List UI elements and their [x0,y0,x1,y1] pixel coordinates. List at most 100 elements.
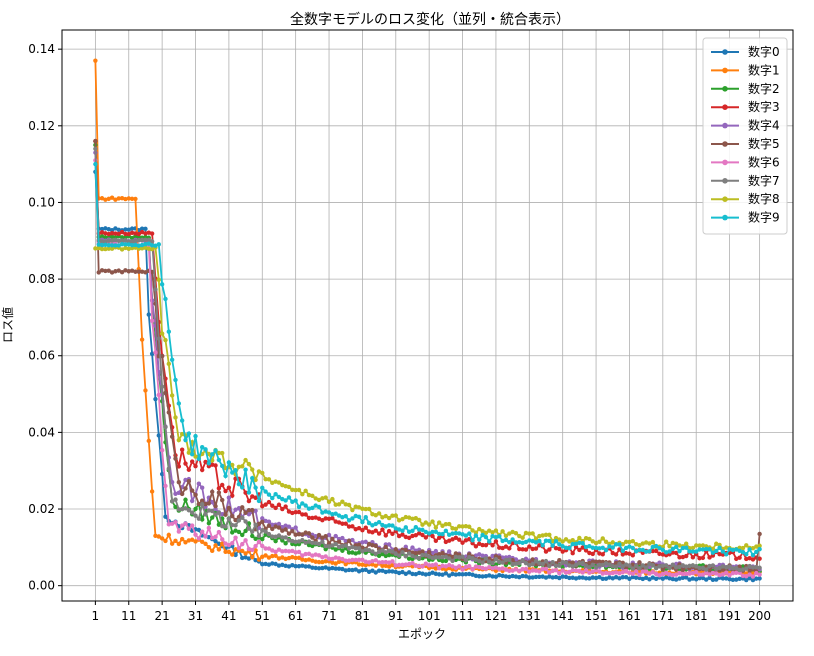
data-point [99,239,105,244]
series-0 [93,169,762,583]
data-point [280,535,285,540]
data-point [714,541,719,546]
data-point [173,504,178,510]
data-point [613,552,619,557]
chart-title: 全数字モデルのロス変化（並列・統合表示） [290,11,570,28]
data-point [453,535,459,541]
data-point [293,555,298,561]
data-point [750,546,756,551]
legend-label: 数字4 [748,118,780,133]
data-point [673,544,679,550]
data-point [423,535,429,540]
data-point [667,572,672,577]
data-point [657,560,662,565]
data-point [483,530,489,536]
data-point [350,516,355,521]
data-point [153,396,158,402]
data-point [447,549,452,554]
data-point [650,539,656,545]
data-point [406,551,412,556]
data-point [386,528,392,534]
data-point [363,567,368,573]
data-point [363,515,368,520]
data-point [523,556,529,561]
data-point [673,565,679,570]
data-point [350,544,355,550]
data-point [717,565,722,571]
data-point [346,524,352,529]
data-point [704,577,709,582]
data-point [366,569,372,575]
data-point [633,541,639,547]
data-point [143,237,148,243]
data-point [280,549,285,554]
data-point [750,574,756,579]
data-point [657,551,662,557]
data-point [487,573,492,578]
data-point [370,523,375,528]
data-point [420,552,425,558]
data-point [300,532,305,537]
data-point [340,499,345,504]
data-point [660,547,666,552]
data-point [600,562,605,568]
data-point [93,161,98,167]
data-point [260,554,265,560]
data-point [490,533,495,539]
data-point [510,540,515,546]
data-point [747,572,752,577]
data-point [216,529,222,535]
data-point [119,241,125,247]
data-point [380,548,385,553]
data-point [560,574,565,579]
data-point [103,235,108,240]
data-point [520,547,525,552]
data-point [210,489,215,494]
data-point [747,547,752,552]
data-point [256,469,262,474]
data-point [663,575,669,580]
data-point [266,562,272,567]
data-point [336,556,342,561]
data-point [313,552,318,557]
data-point [673,577,679,582]
data-point [643,549,649,554]
data-point [316,532,322,538]
data-point [266,555,272,560]
data-point [320,539,325,545]
data-point [223,473,228,479]
data-point [587,565,592,570]
data-point [570,560,575,565]
data-point [196,536,202,541]
data-point [744,543,749,548]
data-point [233,468,238,473]
data-point [199,485,205,490]
data-point [123,231,128,237]
data-point [106,238,111,243]
data-point [740,545,746,551]
data-point [460,540,465,545]
data-point [240,485,245,490]
data-point [603,576,609,581]
data-point [156,336,161,341]
data-point [96,242,101,247]
data-point [697,565,702,571]
data-point [603,548,609,553]
data-point [697,547,702,552]
legend-item: 数字8 [711,191,780,206]
data-point [517,561,522,566]
data-point [507,546,512,551]
data-point [330,565,335,571]
data-point [119,269,125,275]
data-point [306,492,312,498]
data-point [143,388,148,393]
data-point [109,238,115,243]
data-point [300,537,305,543]
data-point [223,512,228,517]
data-point [243,490,248,495]
data-point [520,557,525,563]
data-point [677,564,682,570]
data-point [436,531,442,537]
data-point [663,563,669,568]
data-point [119,229,125,235]
